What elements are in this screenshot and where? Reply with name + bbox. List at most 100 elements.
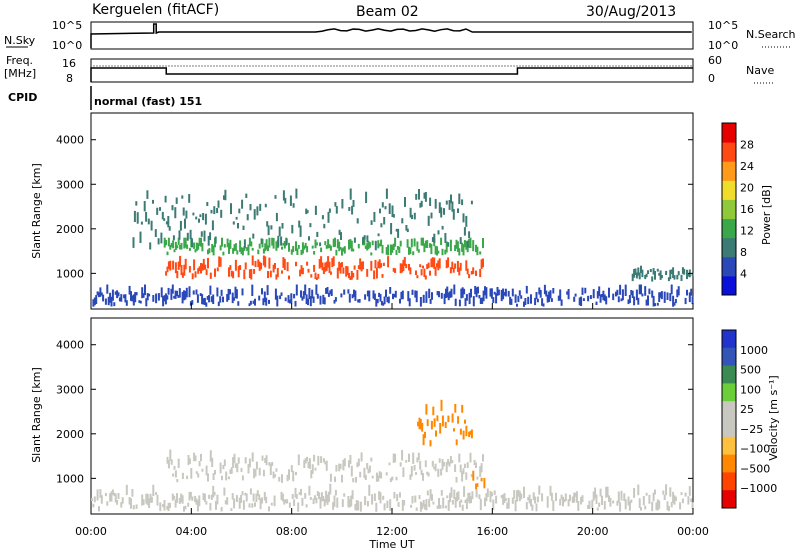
heatmap-cell bbox=[380, 472, 383, 479]
heatmap-cell bbox=[449, 492, 452, 503]
heatmap-cell bbox=[243, 239, 246, 249]
heatmap-cell bbox=[308, 458, 311, 469]
heatmap-cell bbox=[231, 292, 234, 304]
heatmap-cell bbox=[423, 192, 426, 199]
heatmap-cell bbox=[196, 500, 199, 512]
heatmap-cell bbox=[272, 471, 275, 479]
heatmap-cell bbox=[387, 296, 390, 304]
heatmap-cell bbox=[458, 193, 461, 204]
heatmap-cell bbox=[644, 286, 647, 296]
heatmap-cell bbox=[132, 294, 135, 306]
heatmap-cell bbox=[617, 491, 620, 503]
heatmap-cell bbox=[367, 240, 370, 250]
heatmap-cell bbox=[440, 399, 443, 411]
heatmap-cell bbox=[293, 499, 296, 506]
power-y-ticks: 1000 2000 3000 4000 bbox=[56, 134, 693, 280]
heatmap-cell bbox=[232, 248, 235, 254]
heatmap-cell bbox=[364, 245, 367, 249]
heatmap-cell bbox=[194, 495, 197, 503]
heatmap-cell bbox=[627, 496, 630, 506]
heatmap-cell bbox=[378, 243, 381, 247]
heatmap-cell bbox=[191, 300, 194, 305]
y-tick-label: 4000 bbox=[56, 134, 84, 147]
heatmap-cell bbox=[300, 265, 303, 274]
heatmap-cell bbox=[234, 259, 237, 271]
heatmap-cell bbox=[466, 268, 469, 275]
heatmap-cell bbox=[482, 258, 484, 268]
heatmap-cell bbox=[641, 293, 644, 297]
heatmap-cell bbox=[654, 271, 656, 280]
heatmap-cell bbox=[419, 202, 422, 208]
heatmap-cell bbox=[209, 285, 212, 295]
heatmap-cell bbox=[163, 237, 166, 248]
heatmap-cell bbox=[242, 225, 245, 230]
heatmap-cell bbox=[234, 463, 237, 468]
heatmap-cell bbox=[334, 489, 337, 496]
heatmap-cell bbox=[332, 256, 335, 266]
velocity-y-ticks: 1000 2000 3000 4000 bbox=[56, 339, 693, 485]
heatmap-cell bbox=[199, 214, 202, 218]
heatmap-cell bbox=[319, 497, 322, 509]
heatmap-cell bbox=[237, 301, 240, 306]
heatmap-cell bbox=[549, 290, 552, 299]
heatmap-cell bbox=[255, 461, 258, 470]
heatmap-cell bbox=[255, 493, 258, 503]
heatmap-cell bbox=[211, 220, 214, 231]
heatmap-cell bbox=[357, 299, 360, 303]
heatmap-cell bbox=[424, 275, 427, 280]
heatmap-cell bbox=[249, 488, 252, 495]
heatmap-cell bbox=[123, 294, 126, 299]
heatmap-cell bbox=[574, 293, 577, 297]
heatmap-cell bbox=[468, 238, 471, 248]
heatmap-cell bbox=[207, 257, 209, 269]
heatmap-cell bbox=[430, 258, 433, 268]
heatmap-cell bbox=[266, 285, 269, 296]
colorbar-tick-label: 20 bbox=[740, 182, 754, 195]
heatmap-cell bbox=[125, 484, 128, 495]
heatmap-cell bbox=[510, 298, 513, 305]
heatmap-cell bbox=[300, 249, 303, 255]
heatmap-cell bbox=[229, 289, 231, 295]
heatmap-cell bbox=[327, 491, 330, 503]
heatmap-cell bbox=[550, 492, 553, 501]
heatmap-cell bbox=[434, 199, 437, 209]
heatmap-cell bbox=[456, 492, 459, 502]
heatmap-cell bbox=[211, 457, 214, 468]
heatmap-cell bbox=[440, 292, 443, 299]
heatmap-cell bbox=[582, 298, 585, 301]
heatmap-cell bbox=[637, 297, 640, 305]
velocity-panel-frame bbox=[90, 317, 694, 515]
heatmap-cell bbox=[163, 295, 166, 302]
heatmap-cell bbox=[616, 289, 619, 296]
heatmap-cell bbox=[355, 476, 357, 483]
heatmap-cell bbox=[286, 499, 289, 504]
heatmap-cell bbox=[401, 263, 404, 273]
heatmap-cell bbox=[458, 453, 461, 463]
x-tick-label: 00:00 bbox=[75, 525, 107, 538]
heatmap-cell bbox=[265, 496, 268, 504]
heatmap-cell bbox=[184, 290, 187, 300]
heatmap-cell bbox=[132, 505, 135, 510]
heatmap-cell bbox=[541, 298, 544, 306]
colorbar-tick-label: 500 bbox=[740, 364, 761, 377]
heatmap-cell bbox=[476, 246, 479, 256]
heatmap-cell bbox=[380, 239, 383, 247]
heatmap-cell bbox=[385, 247, 388, 255]
heatmap-cell bbox=[323, 223, 326, 229]
heatmap-cell bbox=[490, 288, 493, 299]
y-tick-label: 4000 bbox=[56, 339, 84, 352]
heatmap-cell bbox=[470, 474, 473, 478]
heatmap-cell bbox=[461, 404, 464, 413]
heatmap-cell bbox=[179, 220, 182, 231]
heatmap-cell bbox=[241, 199, 244, 209]
heatmap-cell bbox=[601, 294, 603, 298]
heatmap-cell bbox=[485, 287, 488, 299]
heatmap-cell bbox=[511, 288, 514, 297]
heatmap-cell bbox=[281, 474, 283, 483]
heatmap-cell bbox=[620, 490, 623, 501]
heatmap-cell bbox=[332, 502, 335, 510]
heatmap-cell bbox=[209, 232, 212, 241]
heatmap-cell bbox=[237, 223, 239, 229]
heatmap-cell bbox=[164, 293, 167, 305]
heatmap-cell bbox=[447, 415, 450, 423]
